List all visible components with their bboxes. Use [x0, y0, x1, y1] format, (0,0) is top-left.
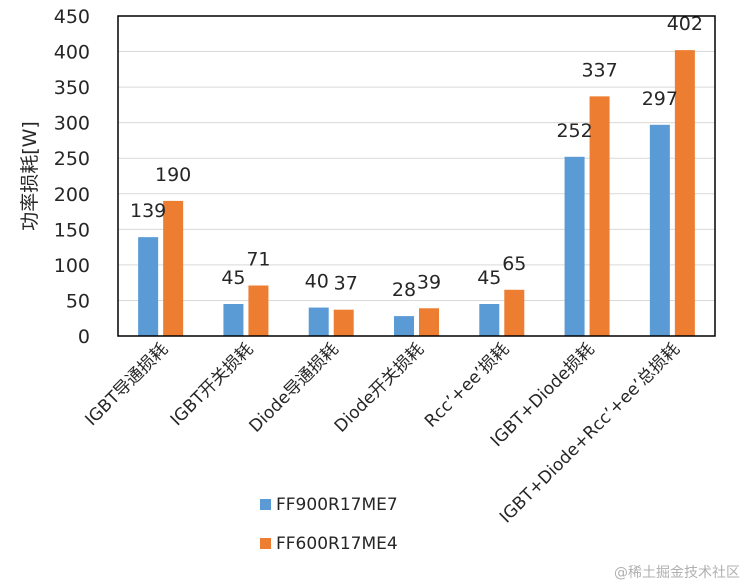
- data-label: 337: [581, 59, 617, 81]
- bar-ff900r17me7: [564, 156, 585, 336]
- bar-ff600r17me4: [589, 96, 610, 336]
- y-axis-label: 功率损耗[W]: [19, 121, 41, 231]
- data-label: 40: [305, 271, 329, 293]
- data-label: 37: [334, 273, 358, 295]
- data-label: 297: [642, 88, 678, 110]
- y-tick-label: 0: [78, 326, 90, 348]
- y-tick-label: 100: [54, 255, 90, 277]
- x-category-label: IGBT开关损耗: [167, 339, 258, 430]
- y-tick-label: 200: [54, 184, 90, 206]
- y-tick-label: 300: [54, 113, 90, 135]
- plot-frame: [117, 15, 716, 337]
- bar-ff900r17me7: [223, 304, 244, 336]
- bar-ff900r17me7: [479, 304, 500, 336]
- legend: FF900R17ME7 FF600R17ME4: [260, 495, 398, 554]
- legend-swatch: [260, 538, 271, 549]
- legend-label: FF600R17ME4: [276, 534, 398, 554]
- bar-ff600r17me4: [333, 309, 354, 336]
- y-axis-ticks: 0 50 100 150 200 250 300 350 400 450: [54, 6, 90, 348]
- watermark: @稀土掘金技术社区: [614, 565, 740, 581]
- bar-ff900r17me7: [394, 316, 414, 336]
- data-label: 39: [417, 271, 441, 293]
- y-tick-label: 350: [54, 77, 90, 99]
- data-label: 45: [221, 267, 245, 289]
- y-tick-label: 450: [54, 6, 90, 28]
- bar-ff900r17me7: [308, 307, 329, 336]
- x-category-label: Rcc’+ee’损耗: [421, 339, 513, 431]
- gridlines: [118, 51, 715, 301]
- y-tick-label: 250: [54, 148, 90, 170]
- bar-ff900r17me7: [649, 124, 670, 336]
- bar-ff600r17me4: [419, 308, 439, 336]
- x-category-label: Diode开关损耗: [331, 339, 428, 436]
- data-label: 71: [246, 249, 270, 271]
- data-label: 45: [477, 267, 501, 289]
- x-category-label: IGBT导通损耗: [82, 339, 173, 430]
- bar-ff600r17me4: [674, 50, 695, 337]
- x-category-label: IGBT+Diode+Rcc’+ee’总损耗: [496, 339, 684, 527]
- data-label: 190: [155, 164, 191, 186]
- bars: [138, 50, 695, 337]
- data-label: 65: [502, 253, 526, 275]
- y-tick-label: 150: [54, 219, 90, 241]
- y-tick-label: 400: [54, 42, 90, 64]
- bar-ff600r17me4: [163, 200, 184, 336]
- legend-swatch: [260, 499, 271, 510]
- data-label: 28: [392, 279, 416, 301]
- bar-ff600r17me4: [504, 289, 525, 336]
- data-label: 402: [667, 13, 703, 35]
- legend-label: FF900R17ME7: [276, 495, 398, 515]
- bar-ff600r17me4: [248, 285, 269, 336]
- y-tick-label: 50: [66, 290, 90, 312]
- data-label: 252: [556, 120, 592, 142]
- x-category-label: Diode导通损耗: [246, 339, 343, 436]
- bar-ff900r17me7: [138, 237, 159, 336]
- data-label: 139: [130, 200, 166, 222]
